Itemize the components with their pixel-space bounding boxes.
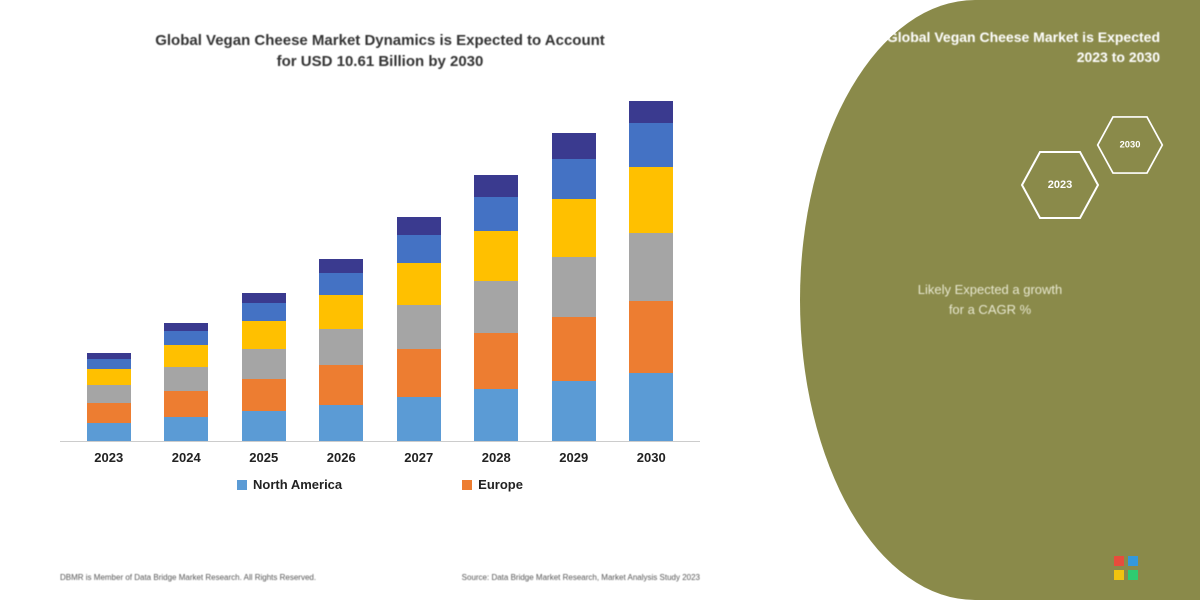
- bar-segment: [552, 159, 596, 199]
- bar-segment: [242, 379, 286, 411]
- bar-segment: [164, 331, 208, 345]
- bar-segment: [552, 381, 596, 441]
- stacked-bar: [552, 133, 596, 441]
- bar-segment: [87, 423, 131, 441]
- bar-segment: [242, 349, 286, 379]
- bar-segment: [397, 349, 441, 397]
- bar-segment: [87, 403, 131, 423]
- stacked-bar: [397, 217, 441, 441]
- bar-segment: [242, 293, 286, 303]
- bar-group: [70, 353, 148, 441]
- footnote-left: DBMR is Member of Data Bridge Market Res…: [60, 573, 316, 582]
- chart-title: Global Vegan Cheese Market Dynamics is E…: [60, 30, 700, 72]
- cagr-text: Likely Expected a growth for a CAGR %: [860, 280, 1120, 319]
- bar-segment: [164, 391, 208, 417]
- bar-segment: [629, 101, 673, 123]
- bar-segment: [319, 329, 363, 365]
- bar-segment: [629, 123, 673, 167]
- bar-segment: [319, 273, 363, 295]
- bar-segment: [552, 133, 596, 159]
- side-title: Global Vegan Cheese Market is Expected 2…: [820, 28, 1160, 67]
- bar-segment: [474, 389, 518, 441]
- bar-segment: [552, 199, 596, 257]
- hex-label-2023: 2023: [1048, 179, 1072, 191]
- bar-segment: [552, 257, 596, 317]
- footnote-right: Source: Data Bridge Market Research, Mar…: [462, 573, 700, 582]
- legend-swatch: [462, 480, 472, 490]
- bar-segment: [319, 405, 363, 441]
- x-axis-label: 2023: [70, 450, 148, 465]
- bar-segment: [552, 317, 596, 381]
- bar-segment: [164, 417, 208, 441]
- bar-segment: [474, 197, 518, 231]
- bar-segment: [242, 303, 286, 321]
- x-axis-label: 2028: [458, 450, 536, 465]
- bar-segment: [397, 217, 441, 235]
- bar-segment: [397, 397, 441, 441]
- bar-segment: [629, 373, 673, 441]
- bar-segment: [164, 323, 208, 331]
- x-axis-label: 2024: [148, 450, 226, 465]
- bar-group: [148, 323, 226, 441]
- bar-segment: [629, 233, 673, 301]
- legend-label: Europe: [478, 477, 523, 492]
- bar-segment: [319, 295, 363, 329]
- logo-icon: [1112, 554, 1140, 582]
- stacked-bar: [242, 293, 286, 441]
- hex-label-2030: 2030: [1120, 140, 1141, 150]
- x-axis-label: 2030: [613, 450, 691, 465]
- legend-label: North America: [253, 477, 342, 492]
- bar-segment: [474, 175, 518, 197]
- bar-segment: [242, 411, 286, 441]
- stacked-bar: [474, 175, 518, 441]
- x-axis-label: 2025: [225, 450, 303, 465]
- bar-segment: [474, 231, 518, 281]
- legend-item: North America: [237, 477, 342, 492]
- bar-group: [613, 101, 691, 441]
- x-axis-label: 2029: [535, 450, 613, 465]
- bars-area: [60, 102, 700, 442]
- chart-title-line2: for USD 10.61 Billion by 2030: [60, 51, 700, 72]
- bar-segment: [87, 359, 131, 369]
- bar-group: [225, 293, 303, 441]
- bar-segment: [397, 235, 441, 263]
- legend-swatch: [237, 480, 247, 490]
- bar-segment: [87, 385, 131, 403]
- cagr-line1: Likely Expected a growth: [860, 280, 1120, 300]
- stacked-bar: [87, 353, 131, 441]
- bar-segment: [397, 263, 441, 305]
- bar-segment: [319, 365, 363, 405]
- bar-segment: [164, 345, 208, 367]
- cagr-line2: for a CAGR %: [860, 300, 1120, 320]
- stacked-bar: [319, 259, 363, 441]
- bar-segment: [164, 367, 208, 391]
- x-axis-label: 2026: [303, 450, 381, 465]
- bar-group: [303, 259, 381, 441]
- side-title-line2: 2023 to 2030: [820, 48, 1160, 68]
- chart-legend: North America Europe: [60, 477, 700, 492]
- chart-panel: Global Vegan Cheese Market Dynamics is E…: [0, 0, 720, 600]
- bar-segment: [87, 369, 131, 385]
- bar-group: [458, 175, 536, 441]
- bar-group: [380, 217, 458, 441]
- bar-segment: [319, 259, 363, 273]
- bar-segment: [474, 333, 518, 389]
- hexagon-2023: 2023: [1020, 150, 1100, 220]
- legend-item: Europe: [462, 477, 523, 492]
- stacked-bar: [164, 323, 208, 441]
- x-axis-label: 2027: [380, 450, 458, 465]
- bar-group: [535, 133, 613, 441]
- footnotes: DBMR is Member of Data Bridge Market Res…: [60, 573, 700, 582]
- bar-segment: [474, 281, 518, 333]
- side-panel: Global Vegan Cheese Market is Expected 2…: [720, 0, 1200, 600]
- chart-title-line1: Global Vegan Cheese Market Dynamics is E…: [60, 30, 700, 51]
- bar-segment: [242, 321, 286, 349]
- bar-segment: [629, 167, 673, 233]
- bar-segment: [629, 301, 673, 373]
- hexagon-2030: 2030: [1096, 115, 1164, 175]
- side-title-line1: Global Vegan Cheese Market is Expected: [820, 28, 1160, 48]
- x-axis-labels: 20232024202520262027202820292030: [60, 442, 700, 465]
- bar-segment: [397, 305, 441, 349]
- stacked-bar: [629, 101, 673, 441]
